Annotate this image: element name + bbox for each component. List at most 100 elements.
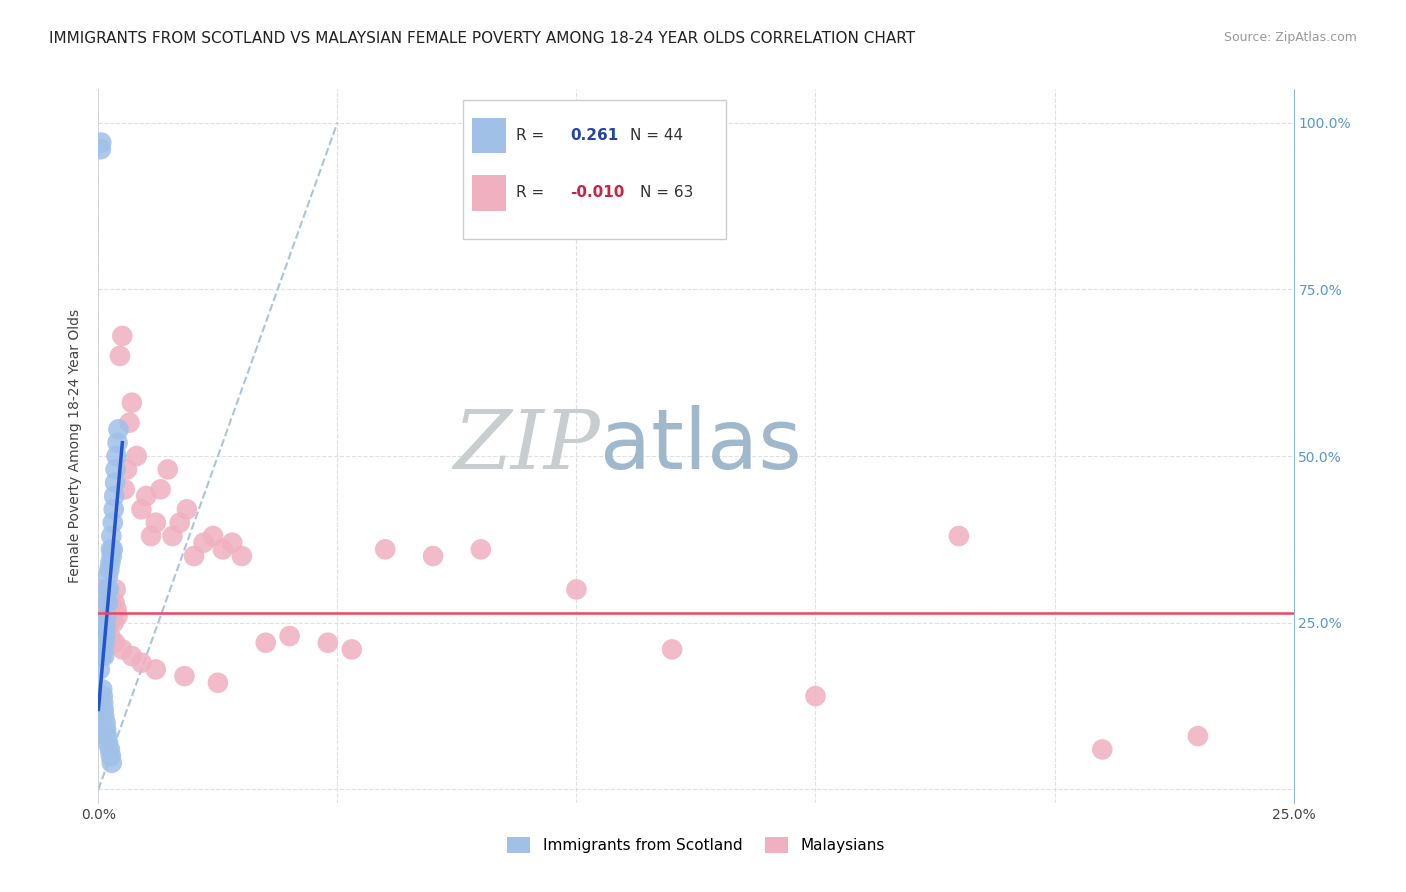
Point: [104, 636, 127, 650]
Point: [125, 449, 148, 463]
Point: [156, 462, 179, 476]
Legend: Immigrants from Scotland, Malaysians: Immigrants from Scotland, Malaysians: [502, 831, 890, 859]
Point: [470, 542, 492, 557]
Point: [90, 136, 112, 150]
Point: [111, 329, 134, 343]
Point: [804, 689, 827, 703]
Point: [96, 615, 118, 630]
Point: [121, 649, 143, 664]
Point: [90, 649, 112, 664]
Point: [97, 569, 120, 583]
Point: [93, 709, 115, 723]
Point: [96, 609, 118, 624]
Point: [91, 642, 114, 657]
Point: [94, 623, 117, 637]
Point: [94, 715, 117, 730]
Point: [565, 582, 588, 597]
Point: [278, 629, 301, 643]
Point: [93, 702, 115, 716]
Point: [111, 642, 134, 657]
Point: [96, 729, 118, 743]
Point: [422, 549, 444, 563]
Point: [90, 142, 112, 156]
Point: [139, 529, 162, 543]
Point: [100, 749, 122, 764]
Point: [101, 542, 124, 557]
Point: [90, 649, 112, 664]
Point: [948, 529, 970, 543]
Point: [114, 483, 136, 497]
Bar: [472, 175, 506, 211]
Point: [104, 462, 127, 476]
Point: [131, 502, 153, 516]
Y-axis label: Female Poverty Among 18-24 Year Olds: Female Poverty Among 18-24 Year Olds: [69, 309, 83, 583]
Point: [96, 582, 118, 597]
Point: [93, 589, 115, 603]
Point: [98, 742, 121, 756]
Point: [101, 756, 124, 770]
Point: [149, 483, 172, 497]
Point: [101, 602, 124, 616]
Point: [115, 462, 138, 476]
Point: [90, 596, 112, 610]
Point: [145, 516, 167, 530]
Point: [1187, 729, 1209, 743]
Point: [94, 615, 117, 630]
Point: [202, 529, 225, 543]
Point: [91, 696, 114, 710]
Point: [89, 662, 111, 676]
Point: [104, 475, 127, 490]
Point: [91, 682, 114, 697]
Point: [107, 435, 129, 450]
Point: [221, 535, 243, 549]
Point: [105, 602, 128, 616]
Text: ZIP: ZIP: [454, 406, 600, 486]
Text: -0.010: -0.010: [571, 186, 624, 200]
Point: [176, 502, 198, 516]
Point: [94, 596, 117, 610]
Point: [340, 642, 363, 657]
Point: [98, 562, 121, 576]
Point: [94, 596, 117, 610]
Text: R =: R =: [516, 128, 548, 143]
Point: [100, 529, 122, 543]
Point: [97, 736, 120, 750]
Point: [135, 489, 157, 503]
Text: R =: R =: [516, 186, 548, 200]
Point: [97, 596, 120, 610]
Point: [91, 636, 114, 650]
Point: [254, 636, 277, 650]
Point: [316, 636, 339, 650]
Point: [103, 489, 125, 503]
Point: [103, 502, 125, 516]
Text: N = 63: N = 63: [640, 186, 693, 200]
Point: [162, 529, 184, 543]
Point: [118, 416, 141, 430]
Point: [121, 395, 143, 409]
Point: [105, 449, 128, 463]
Point: [207, 675, 229, 690]
Point: [183, 549, 205, 563]
Point: [97, 609, 120, 624]
Text: IMMIGRANTS FROM SCOTLAND VS MALAYSIAN FEMALE POVERTY AMONG 18-24 YEAR OLDS CORRE: IMMIGRANTS FROM SCOTLAND VS MALAYSIAN FE…: [49, 31, 915, 46]
Point: [104, 582, 127, 597]
Point: [193, 535, 215, 549]
Point: [101, 609, 124, 624]
Text: 0.261: 0.261: [571, 128, 619, 143]
Point: [100, 542, 122, 557]
Point: [661, 642, 683, 657]
Point: [374, 542, 396, 557]
Text: atlas: atlas: [600, 406, 801, 486]
Point: [91, 602, 114, 616]
Point: [131, 656, 153, 670]
Point: [94, 629, 117, 643]
Point: [101, 516, 124, 530]
FancyBboxPatch shape: [463, 100, 725, 239]
Point: [100, 596, 122, 610]
Point: [145, 662, 167, 676]
Point: [98, 556, 122, 570]
Point: [173, 669, 195, 683]
Text: N = 44: N = 44: [630, 128, 683, 143]
Point: [1091, 742, 1114, 756]
Point: [93, 649, 115, 664]
